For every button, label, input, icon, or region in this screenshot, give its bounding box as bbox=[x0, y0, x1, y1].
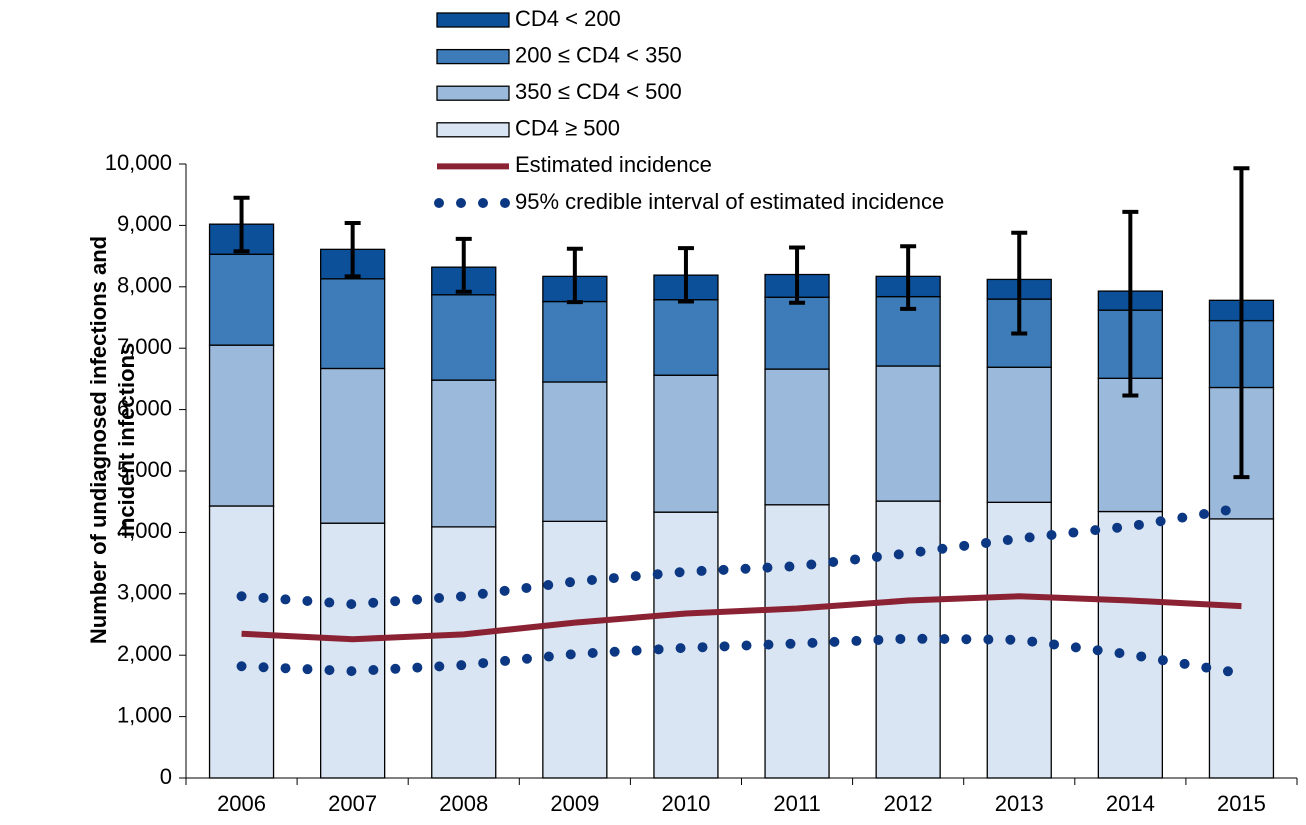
bar-segment bbox=[764, 296, 830, 370]
bar-segment bbox=[431, 294, 497, 381]
bar-segment bbox=[1208, 518, 1275, 779]
y-tick-label: 3,000 bbox=[117, 580, 172, 605]
incidence-line bbox=[241, 593, 1242, 643]
x-tick-label: 2010 bbox=[661, 791, 710, 816]
bar-segment bbox=[986, 366, 1052, 503]
legend-swatch bbox=[436, 48, 510, 65]
x-tick-label: 2007 bbox=[328, 791, 377, 816]
y-tick-label: 1,000 bbox=[117, 702, 172, 727]
bar-segment bbox=[986, 501, 1052, 779]
y-tick-label: 10,000 bbox=[105, 150, 172, 175]
legend-label: CD4 ≥ 500 bbox=[515, 116, 620, 141]
y-tick-label: 6,000 bbox=[117, 395, 172, 420]
bar-segment bbox=[764, 504, 830, 779]
bar-segment bbox=[319, 278, 386, 370]
bar-segment bbox=[1097, 510, 1163, 779]
bar-segment bbox=[431, 379, 497, 528]
ci-upper-line bbox=[236, 502, 1247, 610]
bar-segment bbox=[208, 344, 275, 507]
legend-label: 95% credible interval of estimated incid… bbox=[515, 189, 944, 214]
y-tick-label: 0 bbox=[160, 764, 172, 789]
bar-segment bbox=[431, 526, 497, 779]
y-tick-label: 2,000 bbox=[117, 641, 172, 666]
x-tick-label: 2008 bbox=[439, 791, 488, 816]
y-tick-label: 9,000 bbox=[117, 211, 172, 236]
bar-segment bbox=[1097, 377, 1163, 513]
x-tick-label: 2012 bbox=[884, 791, 933, 816]
bar-segment bbox=[653, 299, 719, 376]
legend-label: CD4 < 200 bbox=[515, 6, 621, 31]
bar-segment bbox=[319, 367, 386, 524]
legend-label: Estimated incidence bbox=[515, 152, 712, 177]
bar-segment bbox=[875, 365, 941, 502]
x-tick-label: 2013 bbox=[995, 791, 1044, 816]
bar-segment bbox=[542, 520, 608, 779]
y-tick-label: 7,000 bbox=[117, 334, 172, 359]
x-tick-label: 2014 bbox=[1106, 791, 1155, 816]
bar-segment bbox=[542, 300, 608, 383]
bar-segment bbox=[319, 522, 386, 779]
y-tick-label: 8,000 bbox=[117, 273, 172, 298]
x-tick-label: 2015 bbox=[1217, 791, 1266, 816]
y-tick-label: 5,000 bbox=[117, 457, 172, 482]
x-tick-label: 2006 bbox=[217, 791, 266, 816]
bar-segment bbox=[653, 511, 719, 779]
y-axis-label: Number of undiagnosed infections and inc… bbox=[86, 236, 139, 644]
bar-segment bbox=[764, 368, 830, 506]
y-axis-label-line: Number of undiagnosed infections and bbox=[86, 236, 111, 644]
x-tick-label: 2009 bbox=[550, 791, 599, 816]
legend-label: 200 ≤ CD4 < 350 bbox=[515, 42, 682, 67]
bar-segment bbox=[208, 505, 275, 779]
legend-label: 350 ≤ CD4 < 500 bbox=[515, 79, 682, 104]
bar-segment bbox=[653, 374, 719, 513]
legend-swatch bbox=[436, 85, 510, 101]
y-tick-label: 4,000 bbox=[117, 518, 172, 543]
bar-segment bbox=[208, 253, 275, 346]
legend-swatch bbox=[436, 12, 510, 28]
y-axis-label-line: incident infections bbox=[114, 343, 139, 537]
x-tick-label: 2011 bbox=[773, 791, 820, 816]
bar-segment bbox=[875, 500, 941, 779]
ci-lower-line bbox=[236, 633, 1247, 679]
bar-segment bbox=[542, 381, 608, 522]
legend-swatch bbox=[436, 122, 510, 138]
